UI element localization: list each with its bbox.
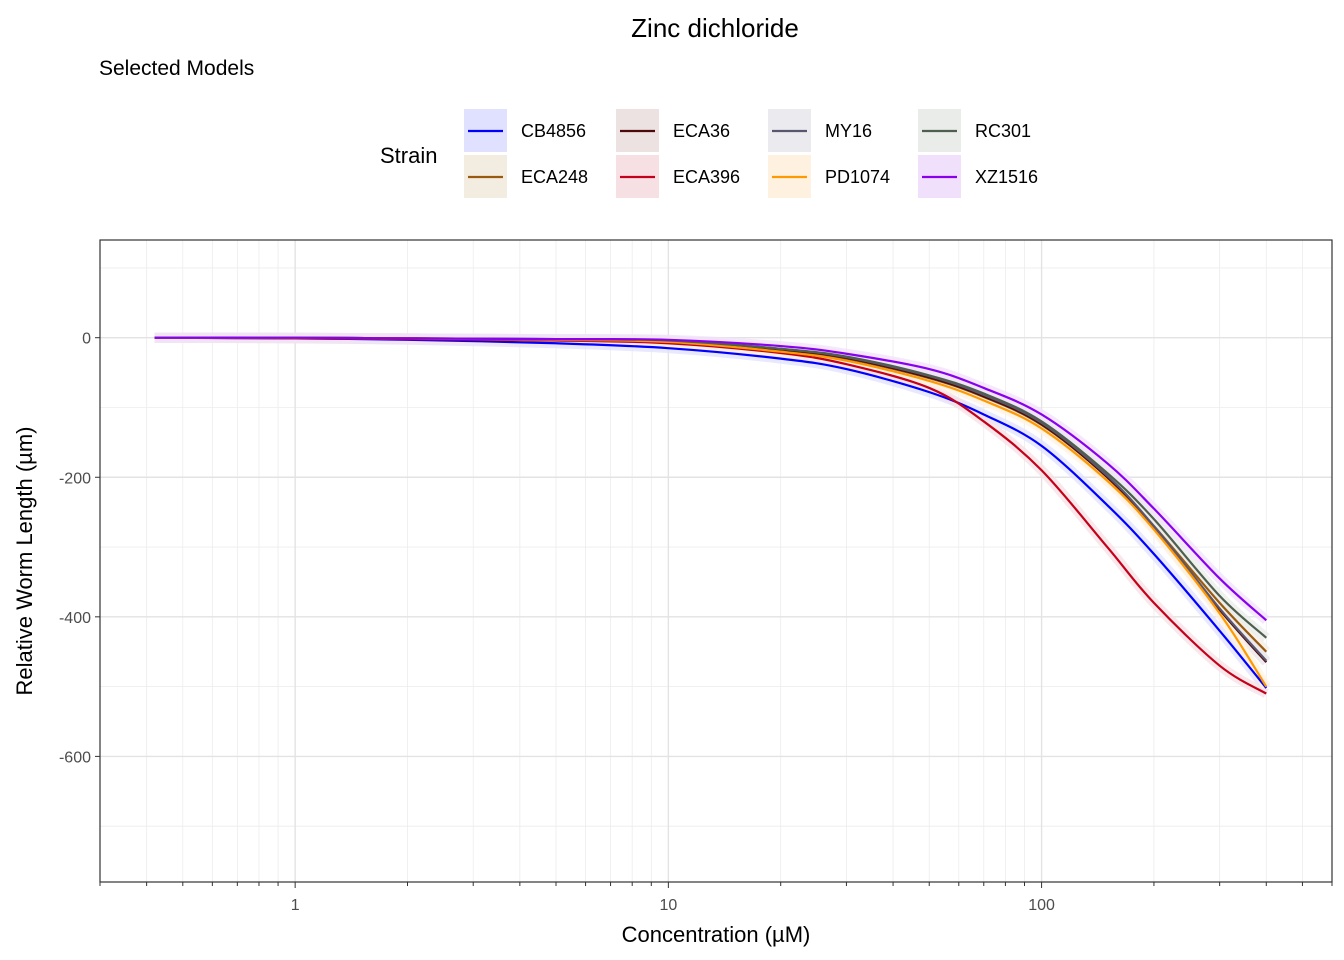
legend-label: CB4856 [521,121,586,141]
chart-subtitle: Selected Models [99,57,254,80]
legend: Strain CB4856 ECA248 ECA36 ECA396 MY16 PD1074… [380,109,1038,198]
series-lines [154,336,1268,695]
x-tick-label: 1 [291,897,300,914]
legend-item-eca36: ECA36 [616,109,730,152]
y-tick-label: -600 [59,749,91,766]
plot-panel [99,239,1333,883]
series-line-xz1516 [154,336,1268,622]
y-axis: 0 -200 -400 -600 [59,331,100,766]
y-tick-label: 0 [82,331,91,348]
legend-label: ECA248 [521,167,588,187]
legend-title: Strain [380,143,437,168]
x-tick-label: 10 [659,897,677,914]
legend-item-my16: MY16 [768,109,872,152]
chart-title: Zinc dichloride [631,13,799,43]
legend-item-eca248: ECA248 [464,155,588,198]
legend-item-eca396: ECA396 [616,155,740,198]
x-axis-title: Concentration (µM) [622,922,811,947]
x-tick-label: 100 [1028,897,1055,914]
legend-item-cb4856: CB4856 [464,109,586,152]
y-tick-label: -200 [59,470,91,487]
legend-label: ECA36 [673,121,730,141]
plot-border [99,239,1333,883]
legend-label: RC301 [975,121,1031,141]
y-tick-label: -400 [59,610,91,627]
y-axis-title: Relative Worm Length (µm) [12,426,37,695]
legend-item-pd1074: PD1074 [768,155,890,198]
legend-label: ECA396 [673,167,740,187]
legend-item-rc301: RC301 [918,109,1031,152]
legend-label: XZ1516 [975,167,1038,187]
x-axis: 1 10 100 [99,882,1333,914]
legend-label: MY16 [825,121,872,141]
legend-label: PD1074 [825,167,890,187]
legend-item-xz1516: XZ1516 [918,155,1038,198]
minor-gridlines [99,240,1333,882]
